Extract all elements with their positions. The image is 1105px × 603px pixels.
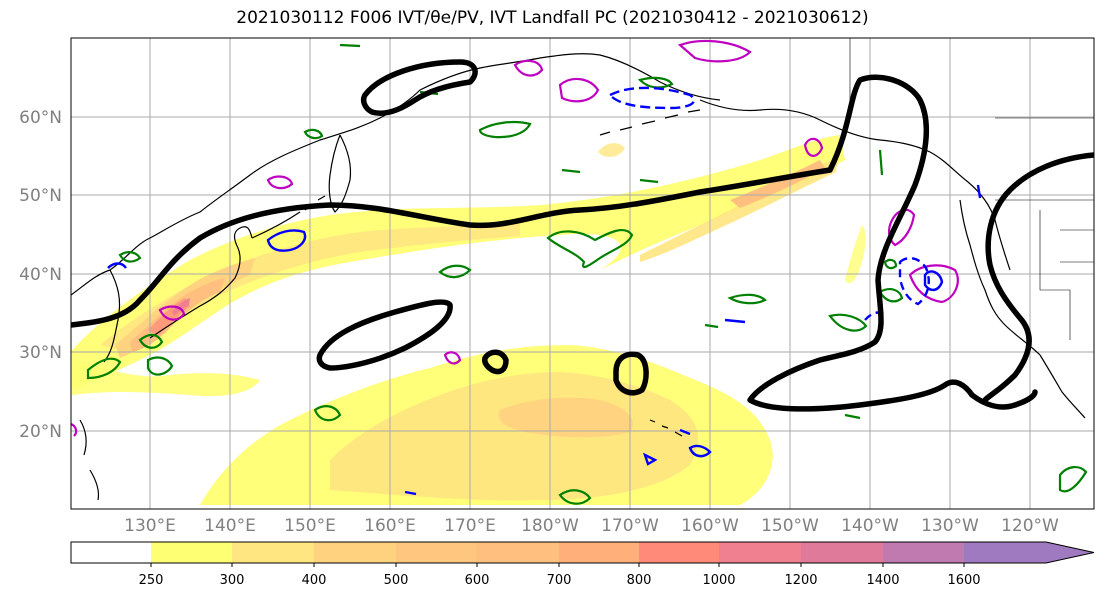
colorbar-tick-250: 250 [139,573,164,588]
ivt-subtropical-400 [498,397,634,438]
coast-philippines [79,419,100,501]
coast-na-west [959,199,1041,356]
pc-north-loop [360,59,478,116]
graticule [71,38,1094,509]
colorbar-tick-1600: 1600 [947,573,980,588]
colorbar-tick-800: 800 [627,573,652,588]
lat-label-20: 20°N [19,422,62,442]
colorbar-seg-10 [883,542,964,563]
coast-kamchatka [328,134,352,213]
pc-small-loop-a [482,349,509,375]
map-title: 2021030112 F006 IVT/θe/PV, IVT Landfall … [236,8,869,28]
lon-label-160e: 160°E [364,516,416,536]
coast-japan [149,226,253,339]
lat-label-60: 60°N [19,108,62,128]
colorbar-seg-6 [559,542,639,563]
coast-korea [103,269,121,363]
borders [849,38,1094,340]
colorbar-seg-11 [964,542,1094,563]
colorbar: 250 300 400 500 600 700 800 1000 1200 14… [70,541,1095,588]
lon-label-170w: 170°W [601,516,659,536]
colorbar-seg-3 [314,542,396,563]
lon-label-140e: 140°E [204,516,256,536]
lon-label-170e: 170°E [444,516,496,536]
lon-label-120w: 120°W [1001,516,1059,536]
ivt-shading [72,135,866,505]
colorbar-seg-2 [232,542,314,563]
lon-label-130e: 130°E [124,516,176,536]
colorbar-tick-700: 700 [547,573,572,588]
ivt-core-1000 [172,298,190,316]
pc-main-contour [71,74,1038,412]
lat-label-40: 40°N [19,265,62,285]
lon-label-140w: 140°W [841,516,899,536]
colorbar-seg-5 [477,542,559,563]
lon-labels: 130°E 140°E 150°E 160°E 170°E 180°W 170°… [124,516,1059,536]
lat-labels: 20°N 30°N 40°N 50°N 60°N [19,108,62,442]
lon-label-150w: 150°W [761,516,819,536]
colorbar-tick-1000: 1000 [702,573,735,588]
lon-label-150e: 150°E [284,516,336,536]
ivt-east-pacific [845,225,866,284]
pv-contours [86,43,1088,505]
colorbar-tick-300: 300 [220,573,245,588]
lat-label-50: 50°N [19,186,62,206]
lon-label-160w: 160°W [681,516,739,536]
colorbar-seg-4 [396,542,477,563]
landfall-pc-contours [71,59,1094,412]
coast-hawaii [649,419,683,437]
pc-small-loop-b [613,351,649,396]
theta-e-contours-blue [107,86,982,496]
colorbar-seg-0 [71,542,151,563]
colorbar-seg-7 [639,542,719,563]
pc-central-loop [316,299,453,371]
coastlines [71,53,1086,501]
lat-label-30: 30°N [19,343,62,363]
coast-asia [71,53,721,296]
coast-baja [1039,354,1086,419]
lon-label-130w: 130°W [921,516,979,536]
colorbar-outline [70,541,1095,564]
pc-east-contour [982,152,1094,403]
colorbar-tick-1200: 1200 [784,573,817,588]
colorbar-tick-500: 500 [384,573,409,588]
lon-label-180w: 180°W [521,516,579,536]
colorbar-tick-600: 600 [465,573,490,588]
ivt-nw-patch [598,143,625,157]
colorbar-seg-8 [719,542,801,563]
colorbar-tick-400: 400 [302,573,327,588]
colorbar-tick-1400: 1400 [866,573,899,588]
colorbar-seg-9 [801,542,883,563]
coast-aleutians [599,109,701,136]
colorbar-seg-1 [151,542,232,563]
map-frame [70,37,1095,510]
ivt-subtropical-250b [72,360,260,397]
